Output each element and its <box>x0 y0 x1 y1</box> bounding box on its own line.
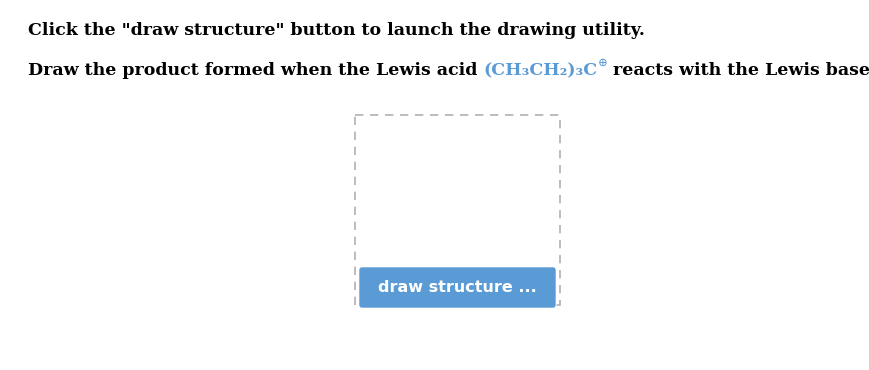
Text: Click the "draw structure" button to launch the drawing utility.: Click the "draw structure" button to lau… <box>28 22 644 39</box>
Text: draw structure ...: draw structure ... <box>378 280 536 295</box>
Text: Draw the product formed when the Lewis acid: Draw the product formed when the Lewis a… <box>28 62 483 79</box>
Text: reacts with the Lewis base H₂O.: reacts with the Lewis base H₂O. <box>607 62 869 79</box>
Text: (CH₃CH₂)₃C: (CH₃CH₂)₃C <box>483 62 597 79</box>
Text: ⊕: ⊕ <box>597 56 607 69</box>
Bar <box>355 115 560 305</box>
FancyBboxPatch shape <box>360 268 554 307</box>
